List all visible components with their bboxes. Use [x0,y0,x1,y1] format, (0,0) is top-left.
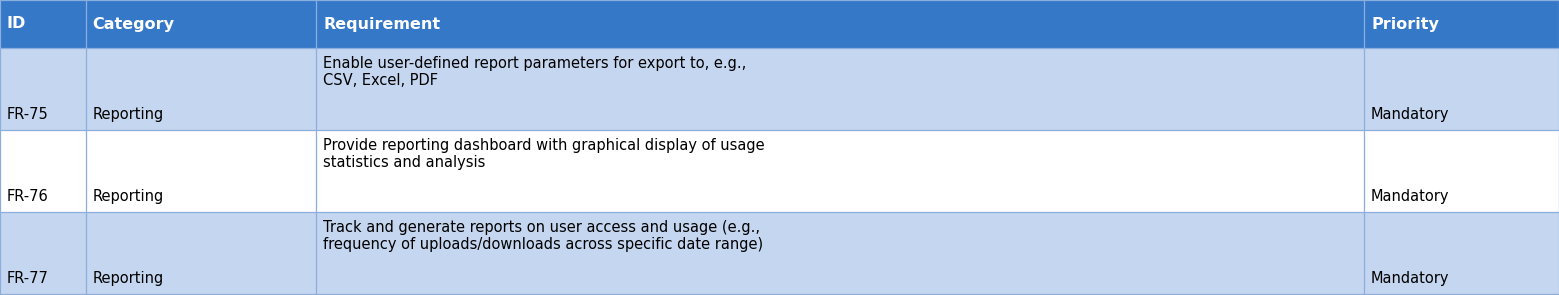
Text: Category: Category [92,17,175,32]
Text: FR-77: FR-77 [6,271,48,286]
Text: Enable user-defined report parameters for export to, e.g.,
CSV, Excel, PDF: Enable user-defined report parameters fo… [323,56,747,88]
Text: Mandatory: Mandatory [1370,271,1450,286]
Text: Reporting: Reporting [92,271,164,286]
Text: Track and generate reports on user access and usage (e.g.,
frequency of uploads/: Track and generate reports on user acces… [323,220,764,253]
Bar [86,0,316,48]
Bar [316,130,1364,212]
Text: FR-76: FR-76 [6,189,48,204]
Text: Provide reporting dashboard with graphical display of usage
statistics and analy: Provide reporting dashboard with graphic… [323,138,765,171]
Bar [1364,48,1559,130]
Bar [316,48,1364,130]
Bar [1364,130,1559,212]
Bar [1364,0,1559,48]
Bar [316,0,1364,48]
Bar [0,212,86,294]
Text: FR-75: FR-75 [6,107,48,122]
Bar [0,48,86,130]
Bar [86,48,316,130]
Bar [0,130,86,212]
Text: Mandatory: Mandatory [1370,189,1450,204]
Bar [86,130,316,212]
Text: Reporting: Reporting [92,107,164,122]
Bar [316,212,1364,294]
Text: Priority: Priority [1370,17,1439,32]
Text: Reporting: Reporting [92,189,164,204]
Bar [1364,212,1559,294]
Bar [86,212,316,294]
Text: Mandatory: Mandatory [1370,107,1450,122]
Text: Requirement: Requirement [323,17,441,32]
Text: ID: ID [6,17,27,32]
Bar [0,0,86,48]
